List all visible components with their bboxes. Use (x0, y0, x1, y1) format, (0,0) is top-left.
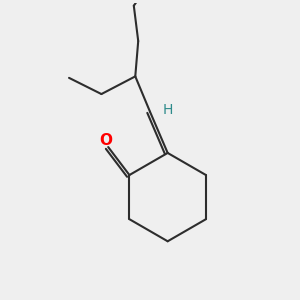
Text: O: O (99, 133, 112, 148)
Text: H: H (163, 103, 173, 117)
